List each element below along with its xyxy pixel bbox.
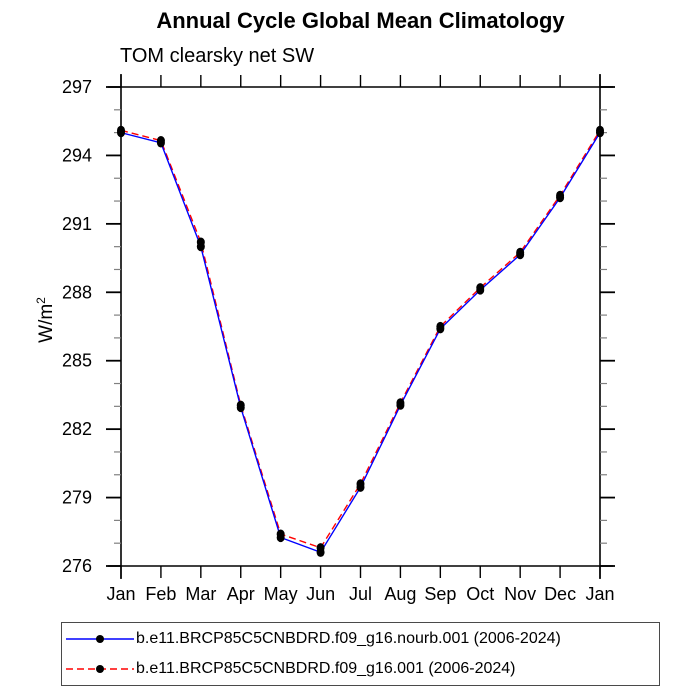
x-tick-label: Apr bbox=[227, 584, 255, 604]
legend-line-sample-dashed bbox=[66, 665, 134, 673]
plot-area: Jan Feb Mar Apr May Jun Jul Aug Sep Oct Nov Dec Jan 2… bbox=[62, 74, 615, 604]
data-point-marker bbox=[556, 190, 565, 200]
legend-marker-dot bbox=[96, 665, 104, 673]
data-point-marker bbox=[436, 321, 445, 332]
legend-marker-dot bbox=[96, 635, 104, 643]
y-tick-label: 282 bbox=[62, 419, 92, 439]
legend-item-nourb: b.e11.BRCP85C5CNBDRD.f09_g16.nourb.001 (… bbox=[64, 626, 659, 652]
x-tick-label: Aug bbox=[384, 584, 416, 604]
data-point-marker bbox=[236, 400, 245, 410]
y-tick-label: 288 bbox=[62, 282, 92, 302]
x-tick-label: Jun bbox=[306, 584, 335, 604]
x-tick-label: Mar bbox=[185, 584, 216, 604]
data-point-marker bbox=[516, 247, 525, 257]
data-point-marker bbox=[396, 398, 405, 408]
x-tick-label: May bbox=[264, 584, 298, 604]
legend-box: b.e11.BRCP85C5CNBDRD.f09_g16.nourb.001 (… bbox=[61, 622, 660, 686]
data-point-marker bbox=[316, 543, 325, 553]
data-point-marker bbox=[117, 125, 125, 135]
chart-title: Annual Cycle Global Mean Climatology bbox=[156, 8, 565, 33]
data-point-marker bbox=[596, 125, 604, 135]
x-tick-label: Jul bbox=[349, 584, 372, 604]
legend-item-base: b.e11.BRCP85C5CNBDRD.f09_g16.001 (2006-2… bbox=[64, 656, 659, 682]
legend-label: b.e11.BRCP85C5CNBDRD.f09_g16.nourb.001 (… bbox=[136, 630, 561, 647]
y-tick-label: 294 bbox=[62, 145, 92, 165]
x-tick-label: Dec bbox=[544, 584, 576, 604]
y-tick-label: 279 bbox=[62, 488, 92, 508]
x-tick-label: Nov bbox=[504, 584, 536, 604]
y-tick-label: 297 bbox=[62, 77, 92, 97]
data-point-marker bbox=[196, 237, 205, 247]
chart-subtitle: TOM clearsky net SW bbox=[120, 45, 315, 67]
data-point-marker bbox=[156, 136, 165, 146]
x-tick-label: Sep bbox=[424, 584, 456, 604]
x-tick-label: Jan bbox=[585, 584, 614, 604]
x-tick-label: Feb bbox=[145, 584, 176, 604]
data-point-marker bbox=[476, 283, 485, 293]
data-point-marker bbox=[356, 479, 365, 489]
x-tick-label: Jan bbox=[106, 584, 135, 604]
x-tick-label: Oct bbox=[466, 584, 494, 604]
legend-line-sample-solid bbox=[66, 635, 134, 643]
y-tick-label: 291 bbox=[62, 214, 92, 234]
legend-label: b.e11.BRCP85C5CNBDRD.f09_g16.001 (2006-2… bbox=[136, 660, 516, 677]
y-tick-label: 285 bbox=[62, 351, 92, 371]
data-point-marker bbox=[276, 529, 285, 539]
y-tick-label: 276 bbox=[62, 556, 92, 576]
